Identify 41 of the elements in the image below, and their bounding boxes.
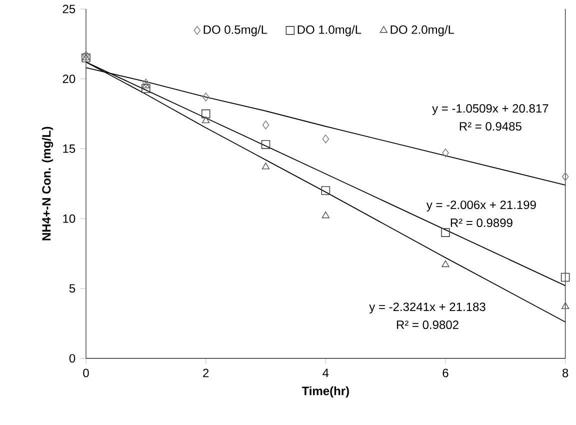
x-tick-label: 8 xyxy=(562,368,568,378)
point xyxy=(560,272,570,282)
annotation: y = -2.3241x + 21.183 xyxy=(369,302,486,314)
point xyxy=(262,162,270,170)
legend-label: DO 2.0mg/L xyxy=(390,25,454,36)
point xyxy=(202,92,210,102)
y-tick-label: 0 xyxy=(69,354,76,363)
x-tick-label: 2 xyxy=(203,368,209,378)
x-tick-label: 6 xyxy=(442,368,448,378)
x-axis-title: Time(hr) xyxy=(302,386,349,398)
x-tick-label: 0 xyxy=(83,368,89,378)
point xyxy=(142,78,150,88)
x-tick-label: 4 xyxy=(322,368,329,377)
point xyxy=(262,120,270,130)
annotation: R² = 0.9899 xyxy=(450,218,512,228)
point xyxy=(322,211,330,218)
point xyxy=(322,134,330,144)
point xyxy=(142,84,150,94)
annotation: y = -2.006x + 21.199 xyxy=(426,200,536,212)
y-axis-title: NH4+-N Con. (mg/L) xyxy=(42,126,54,240)
annotation: y = -1.0509x + 20.817 xyxy=(432,104,548,116)
annotation: R² = 0.9802 xyxy=(396,320,458,330)
y-tick-label: 5 xyxy=(69,284,76,293)
legend-label: DO 0.5mg/L xyxy=(204,25,268,36)
point xyxy=(442,148,449,158)
point xyxy=(442,260,450,268)
y-tick-label: 25 xyxy=(62,4,76,14)
point xyxy=(561,302,570,310)
legend-label: DO 1.0mg/L xyxy=(298,25,362,36)
point xyxy=(82,50,90,60)
point xyxy=(261,140,270,149)
y-tick-label: 20 xyxy=(62,74,76,84)
point xyxy=(202,116,210,124)
point xyxy=(562,172,569,182)
y-tick-label: 15 xyxy=(63,144,76,153)
y-tick-label: 10 xyxy=(63,214,76,223)
point xyxy=(441,228,450,237)
point xyxy=(142,81,150,88)
point xyxy=(321,186,330,196)
point xyxy=(201,109,210,118)
annotation: R² = 0.9485 xyxy=(460,122,522,131)
